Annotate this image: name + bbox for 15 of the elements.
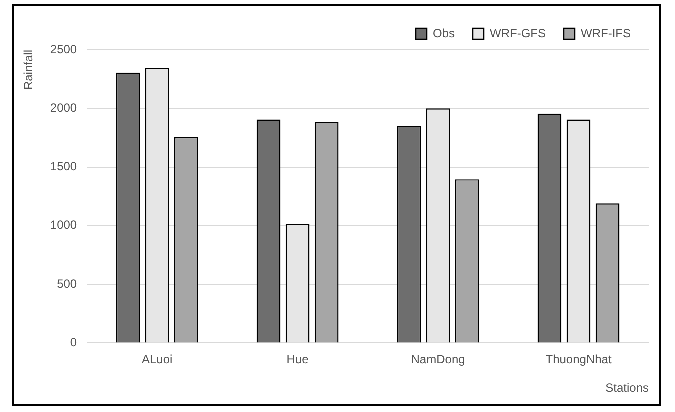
x-tick-label: Hue <box>286 352 310 367</box>
y-tick-label: 2000 <box>50 100 78 115</box>
x-tick-label: NamDong <box>411 352 466 367</box>
legend-label: WRF-IFS <box>581 26 632 40</box>
y-tick-label: 1500 <box>50 160 78 174</box>
y-tick-label: 1000 <box>50 218 78 232</box>
legend-label: Obs <box>433 26 456 40</box>
y-tick-label: 2500 <box>50 42 78 56</box>
y-axis-title: Rainfall <box>22 50 36 90</box>
x-axis-title: Stations <box>606 381 649 396</box>
y-tick-label: 500 <box>57 276 78 291</box>
y-tick-label: 0 <box>70 336 78 350</box>
x-tick-label: ThuongNhat <box>546 352 612 367</box>
legend-label: WRF-GFS <box>490 26 546 40</box>
x-tick-label: ALuoi <box>142 352 173 367</box>
